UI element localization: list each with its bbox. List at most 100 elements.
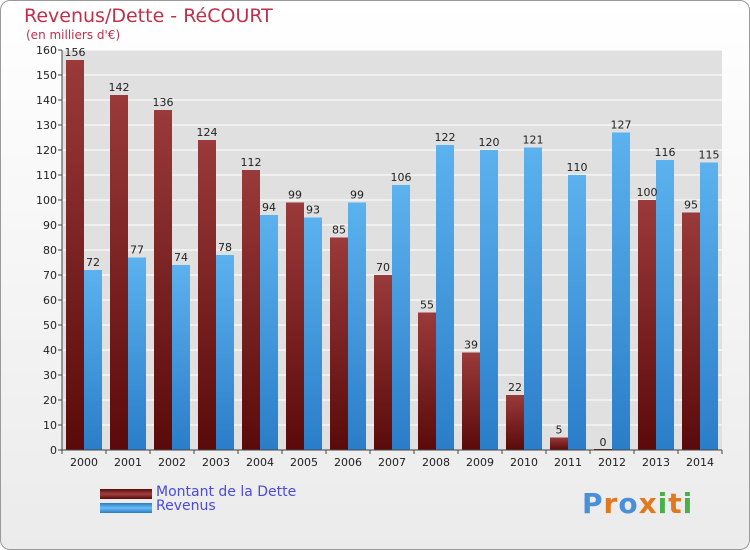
data-label: 112 (241, 156, 262, 169)
revenus-bar-2001 (128, 257, 146, 450)
revenus-bar-2011 (568, 175, 586, 450)
legend-swatch-revenus (100, 503, 152, 513)
y-tick-label: 10 (43, 419, 57, 432)
chart-title: Revenus/Dette - RéCOURT (24, 5, 273, 27)
revenus-bar-2010 (524, 147, 542, 450)
x-tick-label: 2008 (422, 456, 450, 469)
x-tick-label: 2006 (334, 456, 362, 469)
y-tick-label: 80 (43, 244, 57, 257)
data-label: 100 (637, 186, 658, 199)
revenus-bar-2009 (480, 150, 498, 450)
revenus-bar-2006 (348, 202, 366, 450)
data-label: 85 (332, 224, 346, 237)
data-label: 74 (174, 251, 188, 264)
chart-subtitle: (en milliers d'€) (26, 28, 121, 42)
debt-bar-2000 (66, 60, 84, 450)
y-tick-label: 130 (36, 119, 57, 132)
data-label: 99 (350, 189, 364, 202)
data-label: 142 (109, 81, 130, 94)
y-tick-label: 90 (43, 219, 57, 232)
data-label: 0 (600, 436, 607, 449)
data-label: 116 (655, 146, 676, 159)
debt-bar-2009 (462, 352, 480, 450)
data-label: 70 (376, 261, 390, 274)
data-label: 121 (523, 134, 544, 147)
debt-bar-2008 (418, 312, 436, 450)
y-tick-label: 60 (43, 294, 57, 307)
revenus-bar-2000 (84, 270, 102, 450)
debt-bar-2005 (286, 202, 304, 450)
data-labels: 1567214277136741247811294999385997010655… (65, 46, 720, 449)
y-tick-label: 20 (43, 394, 57, 407)
x-tick-label: 2004 (246, 456, 274, 469)
data-label: 22 (508, 381, 522, 394)
data-label: 55 (420, 299, 434, 312)
data-label: 122 (435, 131, 456, 144)
proxiti-logo: Proxiti (582, 487, 693, 520)
logo-letter: x (638, 487, 658, 520)
data-label: 78 (218, 241, 232, 254)
x-tick-label: 2003 (202, 456, 230, 469)
y-tick-label: 160 (36, 44, 57, 57)
data-label: 115 (699, 149, 720, 162)
y-tick-label: 40 (43, 344, 57, 357)
legend-label-debt: Montant de la Dette (156, 484, 297, 500)
data-label: 136 (153, 96, 174, 109)
legend-label-revenus: Revenus (156, 498, 216, 514)
bars (66, 60, 718, 450)
revenus-bar-2002 (172, 265, 190, 450)
debt-bar-2004 (242, 170, 260, 450)
logo-letter: r (603, 487, 619, 520)
data-label: 156 (65, 46, 86, 59)
y-tick-label: 0 (50, 444, 57, 457)
debt-bar-2007 (374, 275, 392, 450)
debt-bar-2014 (682, 212, 700, 450)
data-label: 39 (464, 339, 478, 352)
debt-bar-2003 (198, 140, 216, 450)
logo-letter: i (682, 487, 694, 520)
y-tick-label: 50 (43, 319, 57, 332)
x-tick-label: 2014 (686, 456, 714, 469)
x-tick-label: 2002 (158, 456, 186, 469)
data-label: 72 (86, 256, 100, 269)
y-tick-label: 120 (36, 144, 57, 157)
data-label: 120 (479, 136, 500, 149)
y-tick-label: 30 (43, 369, 57, 382)
x-tick-label: 2001 (114, 456, 142, 469)
data-label: 106 (391, 171, 412, 184)
revenus-bar-2008 (436, 145, 454, 450)
y-tick-label: 140 (36, 94, 57, 107)
data-label: 5 (556, 424, 563, 437)
logo-letter: o (618, 487, 639, 520)
revenus-bar-2014 (700, 162, 718, 450)
x-tick-label: 2005 (290, 456, 318, 469)
revenus-bar-2007 (392, 185, 410, 450)
axes: 0102030405060708090100110120130140150160… (36, 44, 723, 469)
data-label: 99 (288, 189, 302, 202)
data-label: 110 (567, 161, 588, 174)
data-label: 127 (611, 119, 632, 132)
y-tick-label: 150 (36, 69, 57, 82)
x-tick-label: 2010 (510, 456, 538, 469)
legend-swatch-debt (100, 489, 152, 499)
data-label: 94 (262, 201, 276, 214)
revenus-bar-2003 (216, 255, 234, 450)
data-label: 93 (306, 204, 320, 217)
data-label: 77 (130, 244, 144, 257)
y-tick-label: 100 (36, 194, 57, 207)
debt-bar-2006 (330, 237, 348, 450)
x-tick-label: 2012 (598, 456, 626, 469)
logo-letter: P (582, 487, 604, 520)
debt-bar-2013 (638, 200, 656, 450)
debt-bar-2002 (154, 110, 172, 450)
revenus-bar-2005 (304, 217, 322, 450)
debt-bar-2010 (506, 395, 524, 450)
x-tick-label: 2011 (554, 456, 582, 469)
data-label: 95 (684, 199, 698, 212)
x-tick-label: 2009 (466, 456, 494, 469)
logo-letter: t (668, 487, 683, 520)
revenus-bar-2004 (260, 215, 278, 450)
revenus-bar-2013 (656, 160, 674, 450)
data-label: 124 (197, 126, 218, 139)
